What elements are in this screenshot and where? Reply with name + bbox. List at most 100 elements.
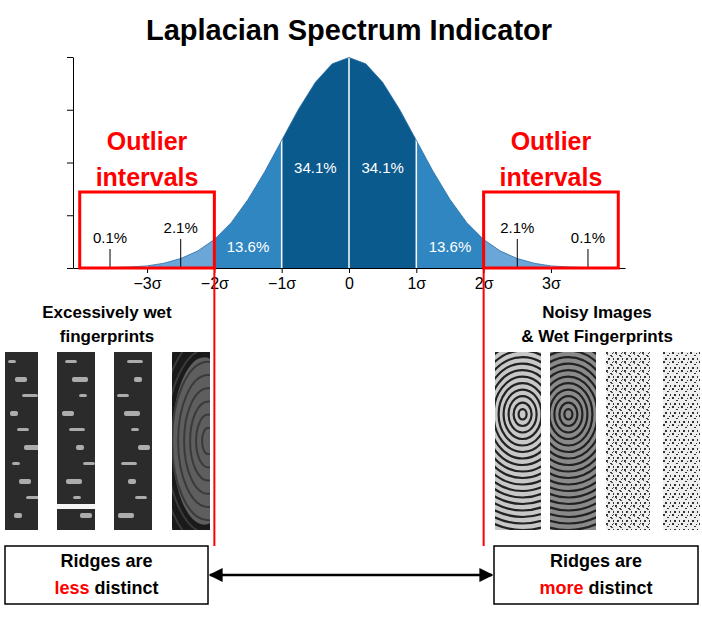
plot-area xyxy=(80,57,619,268)
image-texture xyxy=(138,445,150,450)
image-texture xyxy=(154,322,262,560)
image-texture xyxy=(166,349,250,534)
image-texture xyxy=(202,428,214,454)
image-texture xyxy=(529,364,607,465)
region-dividers xyxy=(147,57,551,268)
image-texture xyxy=(190,401,226,480)
region-group xyxy=(349,58,416,268)
image-texture xyxy=(494,377,552,452)
tick-label: −1σ xyxy=(268,275,296,292)
region-fill xyxy=(147,58,214,268)
image-texture xyxy=(606,352,650,530)
image-bg xyxy=(114,352,152,530)
image-texture xyxy=(79,394,87,397)
region-label: 13.6% xyxy=(429,238,472,255)
image-texture xyxy=(509,396,537,432)
outlier-label-line: Outlier xyxy=(107,127,188,155)
panel-title-line: & Wet Fingerprints xyxy=(521,327,673,346)
panel-title: Noisy Images& Wet Fingerprints xyxy=(521,303,673,346)
region-fill xyxy=(349,58,416,268)
panel-title: Excessively wetfingerprints xyxy=(42,303,172,346)
tick: 1σ xyxy=(407,268,426,292)
region-group xyxy=(80,58,147,268)
image-texture xyxy=(489,370,557,458)
label-leader xyxy=(587,249,588,268)
image-texture xyxy=(606,352,650,530)
label-leader xyxy=(180,239,181,268)
region-group xyxy=(147,58,214,268)
image-texture xyxy=(184,388,232,494)
tick-mark xyxy=(67,268,73,269)
tick xyxy=(67,110,73,111)
image-bg xyxy=(5,352,38,530)
caption-rest: distinct xyxy=(95,578,159,598)
image-texture xyxy=(419,279,627,549)
region-group xyxy=(214,58,281,268)
outlier-label-line: Outlier xyxy=(511,127,592,155)
outlier-label: Outlierintervals xyxy=(500,127,603,191)
image-texture xyxy=(389,240,657,588)
image-texture xyxy=(69,428,85,431)
tick-mark xyxy=(67,110,73,111)
image-texture xyxy=(519,351,617,478)
caption-line: less distinct xyxy=(54,578,158,598)
region-fill xyxy=(80,58,147,268)
image-texture xyxy=(514,403,532,426)
caption-line: Ridges are xyxy=(550,551,642,571)
region-label: 13.6% xyxy=(227,238,270,255)
image-texture xyxy=(76,445,84,450)
tick: 3σ xyxy=(542,268,561,292)
image-texture xyxy=(26,496,42,499)
image-texture xyxy=(57,504,95,509)
outlier-interval xyxy=(484,192,619,268)
image-texture xyxy=(464,279,672,549)
label-leader xyxy=(110,249,111,268)
image-texture xyxy=(131,428,139,431)
caption-emphasis: less xyxy=(54,578,89,598)
image-texture xyxy=(544,383,592,445)
image-texture xyxy=(127,360,143,363)
figure: 0.1%2.1%13.6%34.1%34.1%13.6%2.1%0.1%−3σ−… xyxy=(0,0,702,617)
tick xyxy=(67,215,73,216)
image-texture xyxy=(484,364,562,465)
region-divider xyxy=(416,57,418,268)
connector xyxy=(213,268,215,546)
outlier-label: Outlier intervals xyxy=(96,127,199,191)
image-texture xyxy=(539,377,597,452)
image-texture xyxy=(444,253,692,575)
outlier-label-line: intervals xyxy=(96,163,199,191)
image-texture xyxy=(10,411,18,416)
image-texture xyxy=(124,411,140,416)
image-texture xyxy=(62,411,74,416)
tick-mark xyxy=(416,268,417,273)
double-arrow xyxy=(210,574,492,577)
tick-mark xyxy=(349,268,350,273)
image-texture xyxy=(394,247,652,582)
image-texture xyxy=(469,286,667,543)
image-texture xyxy=(65,360,77,363)
image-texture xyxy=(559,403,577,426)
image-texture xyxy=(66,479,82,484)
image-texture xyxy=(172,362,244,520)
image-texture xyxy=(549,390,587,439)
image-texture xyxy=(17,428,29,431)
tick-label: −3σ xyxy=(133,275,161,292)
image-texture xyxy=(73,496,81,499)
tick: −3σ xyxy=(133,268,161,292)
caption-rest: distinct xyxy=(589,578,653,598)
fingerprint-image xyxy=(5,352,42,530)
image-texture xyxy=(19,479,31,484)
image-texture xyxy=(434,240,702,588)
image-texture xyxy=(117,394,129,397)
image-texture xyxy=(15,377,27,382)
region-divider xyxy=(348,57,350,268)
image-texture xyxy=(24,445,40,450)
image-texture xyxy=(134,377,142,382)
image-texture xyxy=(8,360,16,363)
image-texture xyxy=(121,462,137,465)
region-divider xyxy=(281,57,283,268)
region-fill xyxy=(551,58,618,268)
image-texture xyxy=(429,234,702,595)
axis xyxy=(67,58,74,269)
tick xyxy=(67,163,73,164)
